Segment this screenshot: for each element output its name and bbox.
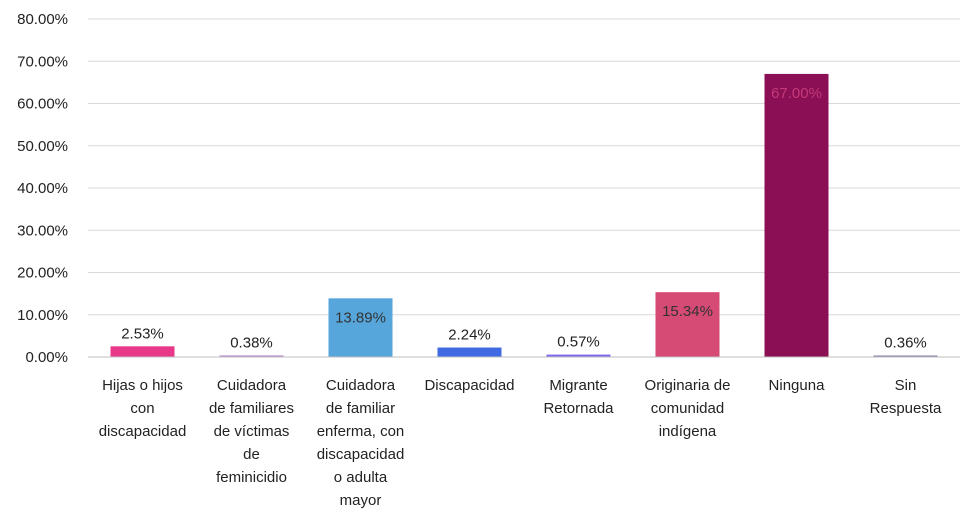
y-tick-label: 30.00% <box>17 222 68 239</box>
x-tick-label: Cuidadora de familiares de víctimas de femin… <box>209 377 294 486</box>
x-tick-label-line: Migrante <box>549 377 607 394</box>
y-tick-label: 20.00% <box>17 265 68 282</box>
x-tick-label-line: Sin <box>895 377 917 394</box>
x-tick-label-line: Cuidadora <box>217 377 287 394</box>
x-tick-label-line: Ninguna <box>769 377 826 394</box>
x-tick-label-line: de <box>243 446 260 463</box>
x-tick-label: Sin Respuesta <box>870 377 942 417</box>
gridlines <box>88 18 960 316</box>
x-tick-label: Originaria de comunidad indígena <box>645 377 731 440</box>
data-label: 2.53% <box>121 325 164 342</box>
bar <box>873 355 938 357</box>
x-tick-label-line: indígena <box>659 423 717 440</box>
x-tick-label-line: mayor <box>340 492 382 509</box>
bar <box>546 354 611 357</box>
bar <box>219 355 284 357</box>
data-label: 0.57% <box>557 334 600 351</box>
data-label: 0.36% <box>884 334 927 351</box>
x-tick-label-line: Cuidadora <box>326 377 396 394</box>
x-tick-label-line: discapacidad <box>317 446 405 463</box>
y-tick-label: 10.00% <box>17 307 68 324</box>
data-label: 0.38% <box>230 334 273 351</box>
bars <box>110 73 938 358</box>
bar <box>764 73 829 358</box>
x-tick-label-line: Originaria de <box>645 377 731 394</box>
x-tick-label-line: Retornada <box>543 400 614 417</box>
bar <box>655 292 720 357</box>
x-tick-label: Migrante Retornada <box>543 377 614 417</box>
x-tick-label: Cuidadora de familiar enferma, con discapac… <box>317 377 405 509</box>
data-label: 13.89% <box>335 309 386 326</box>
data-label: 15.34% <box>662 303 713 320</box>
bar <box>110 346 175 357</box>
x-tick-label-line: enferma, con <box>317 423 405 440</box>
data-label: 67.00% <box>771 85 822 102</box>
y-tick-label: 50.00% <box>17 138 68 155</box>
bar <box>328 298 393 357</box>
y-tick-label: 0.00% <box>25 349 68 366</box>
x-tick-label-line: o adulta <box>334 469 388 486</box>
x-tick-label-line: de familiares <box>209 400 294 417</box>
data-label: 2.24% <box>448 327 491 344</box>
x-tick-label-line: Discapacidad <box>424 377 514 394</box>
x-tick-label-line: Respuesta <box>870 400 942 417</box>
x-tick-label-line: discapacidad <box>99 423 187 440</box>
data-labels: 2.53% 0.38% 13.89% 2.24% 0.57% 15.34% 67.00% 0.… <box>121 85 927 352</box>
x-tick-label: Discapacidad <box>424 377 514 394</box>
x-tick-label-line: comunidad <box>651 400 724 417</box>
x-tick-label: Hijas o hijos con discapacidad <box>99 377 187 440</box>
x-tick-label-line: Hijas o hijos <box>102 377 183 394</box>
x-tick-label-line: de familiar <box>326 400 395 417</box>
y-tick-label: 80.00% <box>17 11 68 28</box>
x-tick-label-line: con <box>130 400 154 417</box>
bar <box>437 347 502 357</box>
x-tick-label-line: de víctimas <box>214 423 290 440</box>
y-tick-label: 40.00% <box>17 180 68 197</box>
y-tick-label: 60.00% <box>17 96 68 113</box>
x-tick-label: Ninguna <box>769 377 826 394</box>
x-axis-category-labels: Hijas o hijos con discapacidad Cuidadora de … <box>99 377 942 509</box>
x-tick-label-line: feminicidio <box>216 469 287 486</box>
y-tick-label: 70.00% <box>17 53 68 70</box>
y-axis-tick-labels: 0.00% 10.00% 20.00% 30.00% 40.00% 50.00% 60.00… <box>17 11 68 366</box>
